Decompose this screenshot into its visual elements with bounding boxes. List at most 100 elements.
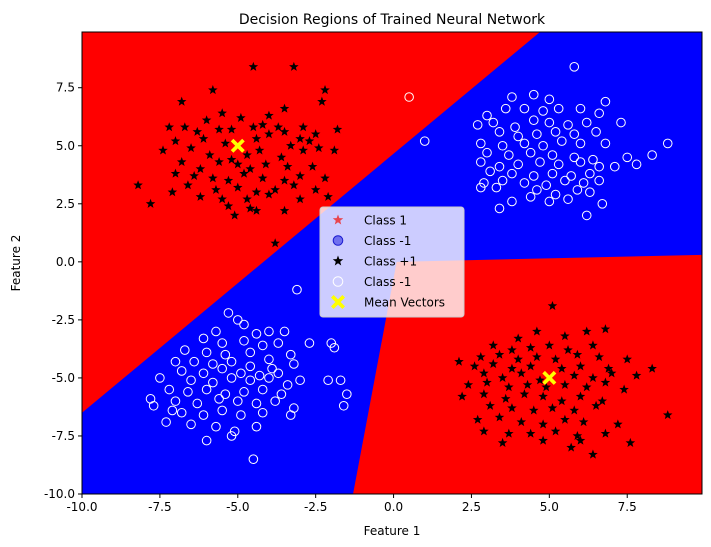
point-circle-1-107 — [198, 368, 209, 379]
legend-label-1: Class -1 — [364, 234, 411, 248]
point-star-0-41 — [176, 157, 187, 167]
point-circle-1-141 — [217, 405, 228, 416]
point-star-0-6 — [264, 110, 274, 120]
point-circle-1-22 — [513, 131, 523, 142]
point-star-0-79 — [270, 238, 280, 248]
point-circle-1-37 — [504, 150, 514, 160]
point-star-0-20 — [226, 124, 237, 134]
point-circle-1-110 — [254, 370, 265, 381]
point-star-2-34 — [588, 372, 598, 382]
plot-frame — [81, 31, 703, 495]
point-star-0-29 — [285, 140, 296, 150]
point-circle-1-91 — [257, 340, 268, 351]
point-star-0-22 — [295, 133, 305, 143]
point-circle-1-85 — [279, 326, 290, 337]
point-star-0-28 — [264, 129, 274, 139]
point-circle-1-53 — [507, 168, 517, 179]
point-star-0-27 — [251, 133, 262, 143]
point-circle-1-61 — [519, 178, 530, 188]
point-star-2-42 — [560, 379, 570, 389]
point-circle-1-114 — [155, 373, 165, 383]
point-star-0-15 — [273, 122, 284, 132]
point-star-0-26 — [220, 138, 231, 148]
point-star-0-48 — [307, 161, 318, 171]
point-circle-1-29 — [497, 140, 508, 151]
point-star-2-49 — [519, 389, 530, 399]
point-star-0-53 — [239, 168, 249, 178]
point-star-0-70 — [264, 189, 274, 199]
point-circle-1-31 — [538, 140, 548, 151]
point-star-0-55 — [279, 175, 290, 185]
point-star-0-47 — [282, 161, 293, 171]
point-star-0-5 — [176, 96, 187, 106]
chart-title: Decision Regions of Trained Neural Netwo… — [239, 12, 546, 28]
point-circle-1-99 — [170, 356, 181, 367]
point-star-2-30 — [497, 372, 508, 382]
point-star-2-11 — [588, 340, 598, 350]
point-star-2-5 — [600, 324, 611, 334]
point-star-2-6 — [488, 340, 499, 350]
point-circle-1-98 — [285, 349, 296, 360]
legend: Class 1 Class -1 Class +1 Class -1 Mean Vect… — [319, 206, 465, 318]
point-star-2-72 — [572, 430, 583, 440]
point-star-0-12 — [180, 122, 190, 132]
point-star-2-75 — [538, 435, 548, 445]
point-circle-1-79 — [223, 308, 234, 318]
point-circle-1-69 — [550, 189, 561, 200]
point-circle-1-49 — [575, 157, 586, 167]
point-star-2-36 — [631, 370, 642, 380]
point-circle-1-52 — [485, 166, 495, 177]
point-circle-1-134 — [251, 398, 262, 409]
point-circle-1-48 — [553, 159, 564, 170]
point-circle-1-153 — [248, 454, 259, 464]
point-star-0-66 — [167, 187, 178, 197]
point-star-2-24 — [525, 361, 536, 371]
point-star-0-33 — [204, 150, 215, 160]
point-circle-1-3 — [528, 89, 539, 100]
point-circle-1-1 — [404, 92, 414, 102]
point-circle-1-8 — [519, 103, 530, 114]
mean-vector-0 — [230, 138, 245, 153]
point-star-2-39 — [504, 382, 514, 392]
point-star-0-30 — [304, 136, 315, 146]
y-tick-label-4: 0.0 — [56, 255, 75, 269]
point-circle-1-47 — [535, 157, 545, 167]
point-star-2-70 — [525, 428, 536, 438]
point-circle-1-16 — [528, 115, 539, 126]
point-star-2-50 — [538, 391, 548, 401]
point-circle-1-74 — [544, 196, 555, 207]
point-circle-1-2 — [507, 92, 517, 102]
point-circle-1-42 — [622, 152, 633, 163]
point-circle-1-34 — [600, 138, 611, 149]
point-circle-1-58 — [631, 159, 642, 170]
point-star-0-24 — [170, 136, 181, 146]
point-circle-1-78 — [581, 210, 592, 221]
point-circle-1-36 — [482, 147, 492, 158]
y-tick-label-2: -5.0 — [52, 371, 75, 385]
point-circle-1-73 — [525, 192, 536, 202]
point-circle-1-137 — [338, 400, 349, 411]
point-circle-1-68 — [532, 185, 542, 195]
point-circle-1-35 — [662, 138, 673, 149]
point-circle-1-139 — [176, 407, 187, 418]
x-tick-label-2: -5.0 — [226, 500, 249, 514]
point-star-0-36 — [254, 145, 265, 155]
point-circle-1-87 — [292, 284, 302, 295]
legend-marker-2 — [332, 255, 344, 266]
point-circle-1-142 — [236, 410, 246, 420]
point-circle-1-15 — [510, 122, 520, 132]
point-circle-1-143 — [257, 407, 268, 418]
point-star-0-40 — [329, 145, 340, 155]
point-star-0-65 — [133, 180, 143, 190]
point-circle-1-60 — [497, 175, 508, 186]
point-star-0-19 — [214, 124, 224, 134]
point-circle-1-97 — [264, 354, 274, 365]
point-circle-1-71 — [585, 187, 595, 197]
point-star-2-62 — [494, 412, 505, 422]
point-star-2-40 — [522, 379, 533, 389]
mean-vectors — [230, 138, 557, 385]
point-star-2-13 — [494, 349, 505, 359]
x-axis-label: Feature 1 — [364, 524, 421, 538]
point-circle-1-27 — [419, 136, 430, 146]
point-circle-1-40 — [569, 152, 580, 163]
